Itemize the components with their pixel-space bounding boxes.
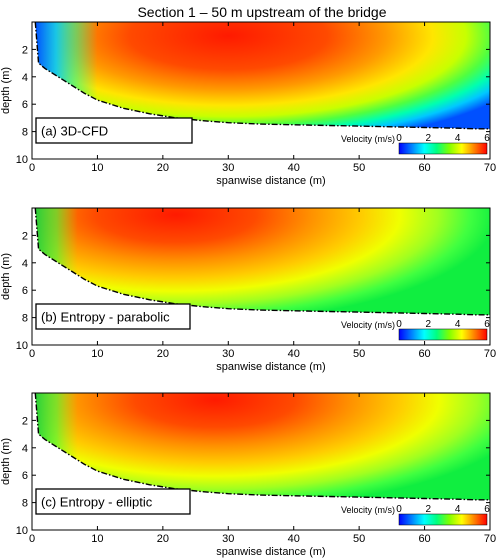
- y-axis-label: depth (m): [0, 253, 12, 300]
- x-tick-label: 60: [418, 162, 430, 174]
- bed-profile-line: [34, 207, 490, 316]
- panel-label: (b) Entropy - parabolic: [41, 310, 170, 325]
- x-tick-label: 0: [29, 162, 35, 174]
- y-tick-label: 6: [22, 470, 28, 482]
- y-tick-label: 4: [22, 72, 28, 84]
- y-tick-label: 10: [16, 154, 28, 166]
- x-tick-label: 0: [29, 348, 35, 360]
- y-tick-label: 10: [16, 340, 28, 352]
- x-tick-label: 0: [29, 533, 35, 545]
- x-tick-label: 70: [484, 348, 496, 360]
- y-axis-label: depth (m): [0, 438, 12, 485]
- x-tick-label: 10: [91, 348, 103, 360]
- y-tick-label: 2: [22, 44, 28, 56]
- figure-title: Section 1 – 50 m upstream of the bridge: [137, 4, 386, 20]
- x-tick-label: 50: [353, 348, 365, 360]
- bed-profile-line: [34, 21, 490, 130]
- colorbar: [398, 513, 488, 526]
- colorbar-tick-label: 6: [484, 319, 490, 330]
- colorbar-tick-label: 4: [455, 319, 461, 330]
- x-tick-label: 70: [484, 162, 496, 174]
- x-axis-label: spanwise distance (m): [216, 546, 325, 558]
- x-tick-label: 20: [157, 162, 169, 174]
- panel-label-box: [35, 488, 191, 515]
- y-tick-label: 8: [22, 498, 28, 510]
- x-tick-label: 30: [222, 348, 234, 360]
- x-tick-label: 50: [353, 533, 365, 545]
- y-tick-label: 4: [22, 258, 28, 270]
- plot-frame: [31, 21, 491, 160]
- x-tick-label: 40: [288, 533, 300, 545]
- colorbar-tick-label: 2: [426, 504, 432, 515]
- colorbar: [398, 328, 488, 341]
- colorbar-tick-label: 2: [426, 319, 432, 330]
- colorbar-tick-label: 2: [426, 133, 432, 144]
- y-tick-label: 2: [22, 230, 28, 242]
- x-tick-label: 50: [353, 162, 365, 174]
- x-tick-label: 20: [157, 348, 169, 360]
- x-tick-label: 60: [418, 348, 430, 360]
- panel-label-box: [35, 117, 193, 144]
- colorbar-tick-label: 6: [484, 133, 490, 144]
- colorbar-tick-label: 6: [484, 504, 490, 515]
- bed-profile-line: [34, 392, 490, 501]
- y-tick-label: 2: [22, 415, 28, 427]
- panel-label-box: [35, 303, 191, 330]
- x-axis-label: spanwise distance (m): [216, 361, 325, 373]
- plot-frame: [31, 392, 491, 531]
- y-tick-label: 8: [22, 313, 28, 325]
- panel-label: (c) Entropy - elliptic: [41, 495, 153, 510]
- colorbar-label: Velocity (m/s): [341, 134, 395, 144]
- y-tick-label: 4: [22, 443, 28, 455]
- x-tick-label: 30: [222, 162, 234, 174]
- x-axis-label: spanwise distance (m): [216, 175, 325, 187]
- x-tick-label: 30: [222, 533, 234, 545]
- panel-label: (a) 3D-CFD: [41, 124, 108, 139]
- colorbar-tick-label: 0: [396, 504, 402, 515]
- x-tick-label: 20: [157, 533, 169, 545]
- x-tick-label: 60: [418, 533, 430, 545]
- y-tick-label: 10: [16, 525, 28, 537]
- plot-frame: [31, 207, 491, 346]
- colorbar-tick-label: 0: [396, 319, 402, 330]
- colorbar-tick-label: 4: [455, 504, 461, 515]
- colorbar-label: Velocity (m/s): [341, 320, 395, 330]
- colorbar-tick-label: 0: [396, 133, 402, 144]
- y-tick-label: 8: [22, 127, 28, 139]
- x-tick-label: 40: [288, 162, 300, 174]
- y-axis-label: depth (m): [0, 67, 12, 114]
- colorbar-tick-label: 4: [455, 133, 461, 144]
- x-tick-label: 10: [91, 533, 103, 545]
- colorbar-label: Velocity (m/s): [341, 505, 395, 515]
- x-tick-label: 10: [91, 162, 103, 174]
- colorbar: [398, 142, 488, 155]
- y-tick-label: 6: [22, 285, 28, 297]
- y-tick-label: 6: [22, 99, 28, 111]
- x-tick-label: 40: [288, 348, 300, 360]
- x-tick-label: 70: [484, 533, 496, 545]
